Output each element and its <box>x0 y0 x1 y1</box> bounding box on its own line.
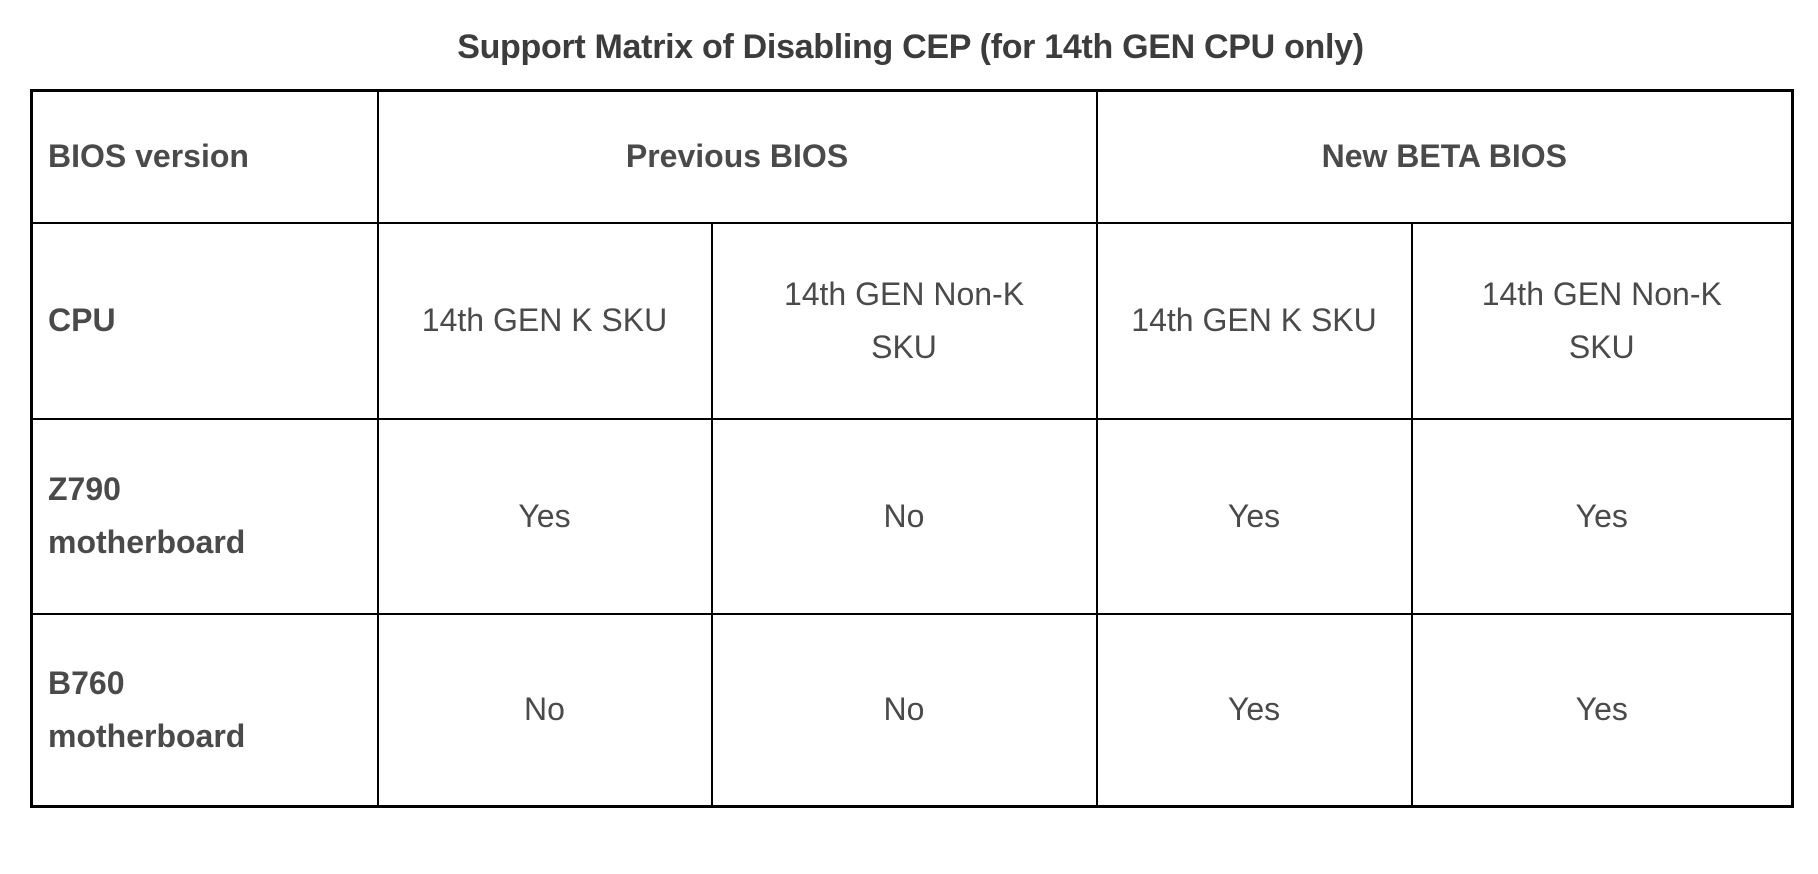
column-group-previous-bios: Previous BIOS <box>376 89 1098 224</box>
cell-value: 14th GEN K SKU <box>421 302 668 339</box>
table-row-z790: Z790 motherboard Yes No Yes Yes <box>30 417 1794 615</box>
row-header-label: B760 motherboard <box>48 664 246 754</box>
cell-value: 14th GEN Non-K SKU <box>1481 275 1722 365</box>
support-cell: No <box>710 417 1098 615</box>
cpu-cell-beta-k: 14th GEN K SKU <box>1095 221 1413 420</box>
table-row-cpu: CPU 14th GEN K SKU 14th GEN Non-K SKU 14… <box>30 221 1794 420</box>
table-title: Support Matrix of Disabling CEP (for 14t… <box>457 28 1364 66</box>
cpu-cell-beta-nonk: 14th GEN Non-K SKU <box>1410 221 1794 420</box>
row-header-bios-version: BIOS version <box>30 89 379 224</box>
cell-value: 14th GEN Non-K SKU <box>783 275 1025 365</box>
cpu-cell-prev-nonk: 14th GEN Non-K SKU <box>710 221 1098 420</box>
support-cell: Yes <box>1095 612 1413 808</box>
row-header-label: Z790 motherboard <box>48 471 246 560</box>
support-cell: Yes <box>1410 612 1794 808</box>
support-cell: Yes <box>376 417 713 615</box>
row-header-z790: Z790 motherboard <box>30 417 379 615</box>
support-matrix-table: BIOS version Previous BIOS New BETA BIOS… <box>30 89 1795 808</box>
support-cell: No <box>710 612 1098 808</box>
support-cell: No <box>376 612 713 808</box>
column-group-new-beta-bios: New BETA BIOS <box>1095 89 1794 224</box>
row-header-b760: B760 motherboard <box>30 612 379 808</box>
row-header-label: CPU <box>48 302 116 339</box>
support-cell: Yes <box>1095 417 1413 615</box>
support-cell: Yes <box>1410 417 1794 615</box>
row-header-label: BIOS version <box>48 138 249 175</box>
support-matrix-section: Support Matrix of Disabling CEP (for 14t… <box>30 24 1795 808</box>
cell-value: 14th GEN K SKU <box>1131 302 1377 339</box>
table-row-bios-version: BIOS version Previous BIOS New BETA BIOS <box>30 89 1794 224</box>
row-header-cpu: CPU <box>30 221 379 420</box>
table-row-b760: B760 motherboard No No Yes Yes <box>30 612 1794 808</box>
cpu-cell-prev-k: 14th GEN K SKU <box>376 221 713 420</box>
